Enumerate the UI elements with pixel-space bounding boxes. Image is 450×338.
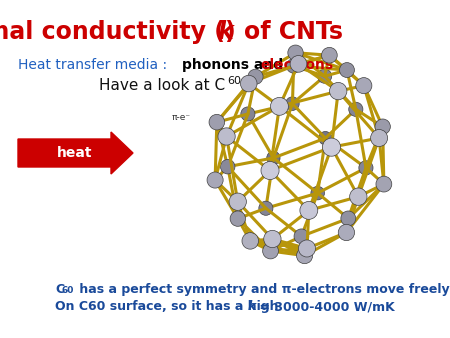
Text: C: C: [55, 283, 64, 296]
Circle shape: [356, 78, 372, 94]
Circle shape: [242, 233, 258, 249]
Circle shape: [339, 63, 355, 77]
Text: electrons: electrons: [260, 58, 333, 72]
Circle shape: [230, 211, 245, 226]
Circle shape: [298, 240, 315, 257]
Text: Heat transfer media :: Heat transfer media :: [18, 58, 171, 72]
Circle shape: [286, 97, 299, 111]
Circle shape: [297, 248, 313, 264]
Circle shape: [229, 193, 247, 210]
Text: k: k: [217, 20, 233, 44]
Text: Have a look at C: Have a look at C: [99, 78, 225, 93]
Text: = 3000-4000 W/mK: = 3000-4000 W/mK: [255, 300, 395, 313]
Circle shape: [300, 201, 318, 219]
Circle shape: [240, 75, 257, 92]
Circle shape: [263, 243, 279, 259]
Circle shape: [270, 97, 288, 115]
Circle shape: [341, 211, 356, 226]
Circle shape: [207, 172, 223, 188]
Text: On C60 surface, so it has a high: On C60 surface, so it has a high: [55, 300, 283, 313]
Circle shape: [350, 188, 367, 206]
Circle shape: [375, 119, 390, 134]
Circle shape: [349, 102, 363, 116]
Circle shape: [294, 229, 309, 244]
Circle shape: [220, 160, 235, 174]
Text: ) of CNTs: ) of CNTs: [225, 20, 343, 44]
Circle shape: [241, 107, 255, 121]
Circle shape: [209, 114, 225, 130]
Circle shape: [259, 201, 273, 215]
Circle shape: [371, 129, 387, 146]
Circle shape: [318, 69, 332, 83]
Circle shape: [359, 161, 373, 175]
Circle shape: [322, 138, 341, 156]
FancyArrow shape: [18, 132, 133, 174]
Circle shape: [264, 230, 281, 248]
Circle shape: [288, 45, 303, 61]
Text: has a perfect symmetry and π-electrons move freely: has a perfect symmetry and π-electrons m…: [75, 283, 450, 296]
Circle shape: [248, 69, 263, 84]
Circle shape: [319, 131, 332, 145]
Circle shape: [329, 82, 347, 100]
Circle shape: [376, 176, 392, 192]
Circle shape: [338, 224, 355, 241]
Text: phonons and: phonons and: [182, 58, 288, 72]
Circle shape: [261, 162, 279, 179]
Circle shape: [322, 47, 337, 63]
Circle shape: [287, 59, 301, 73]
Text: k: k: [248, 300, 256, 313]
Circle shape: [290, 55, 307, 72]
Text: 60: 60: [227, 76, 241, 86]
Text: π-e⁻: π-e⁻: [172, 113, 191, 122]
Circle shape: [218, 128, 235, 145]
Circle shape: [267, 151, 280, 165]
Text: Thermal conductivity (: Thermal conductivity (: [0, 20, 225, 44]
Text: heat: heat: [57, 146, 93, 160]
Text: 60: 60: [62, 286, 74, 295]
Circle shape: [311, 186, 324, 200]
